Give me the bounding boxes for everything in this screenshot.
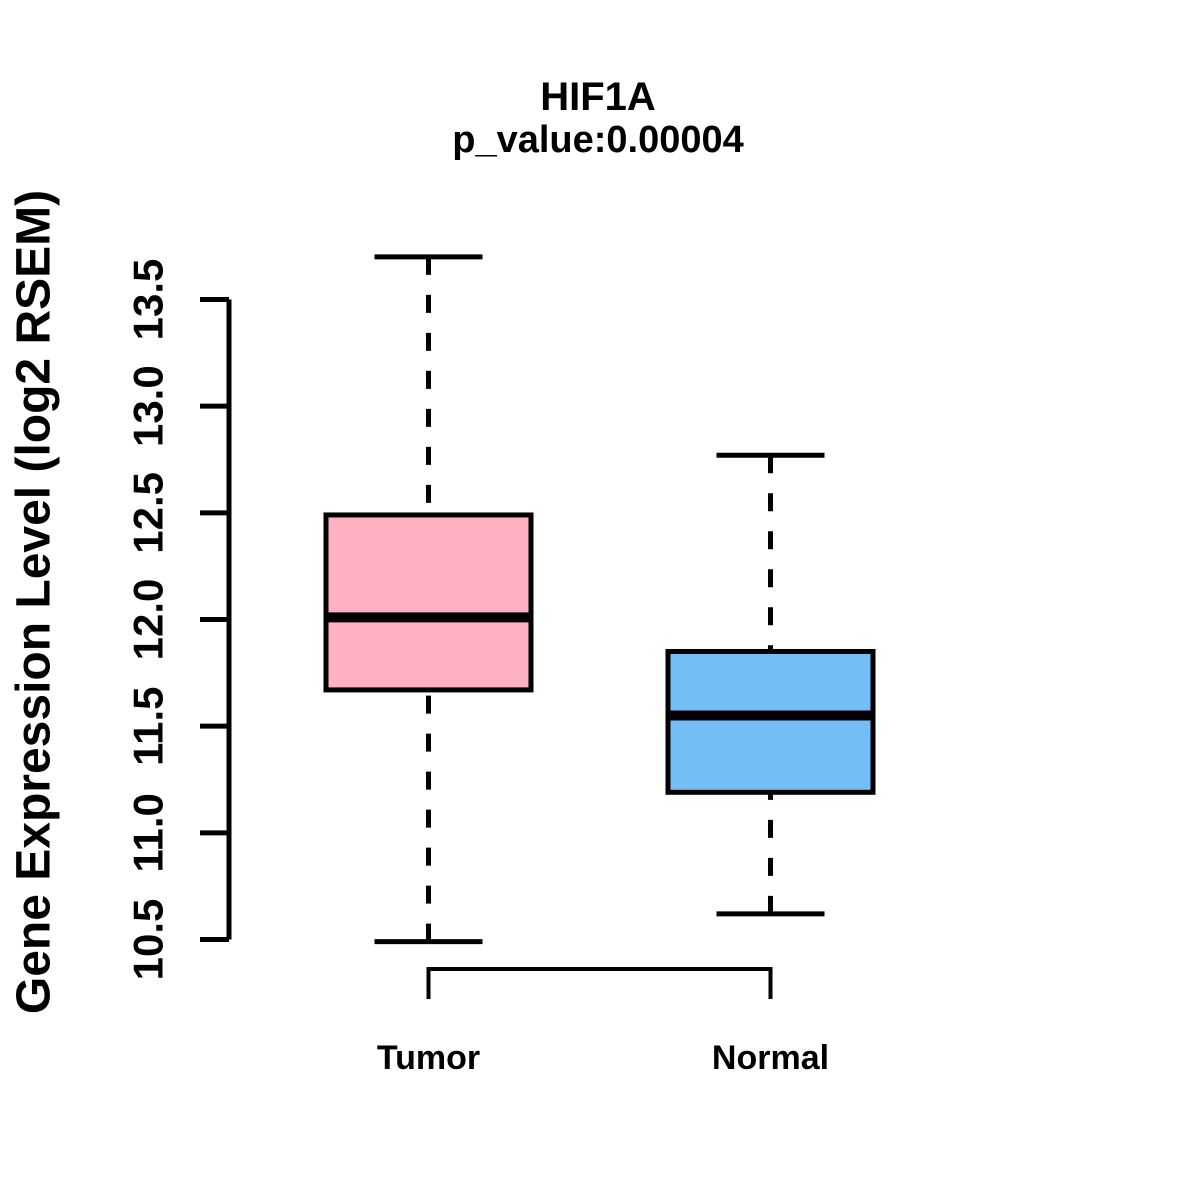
chart-subtitle: p_value:0.00004 <box>452 119 744 161</box>
y-axis-tick-label: 13.0 <box>125 365 172 447</box>
x-axis-bracket <box>426 967 773 999</box>
chart-title: HIF1A <box>540 75 656 119</box>
tumor-boxplot <box>323 254 534 945</box>
x-axis-label-tumor: Tumor <box>377 1039 480 1077</box>
y-axis-tick-label: 12.0 <box>125 579 172 661</box>
x-axis-bracket-group: Tumor Normal <box>377 967 829 1077</box>
y-axis-title: Gene Expression Level (log2 RSEM) <box>8 190 61 1014</box>
y-axis-tick-label: 12.5 <box>125 472 172 554</box>
boxplot-series <box>323 254 876 945</box>
x-axis-label-normal: Normal <box>712 1039 829 1077</box>
y-axis-tick-label: 13.5 <box>125 259 172 341</box>
y-axis-tick-label: 11.5 <box>125 686 172 765</box>
iqr-box <box>665 649 876 795</box>
normal-boxplot <box>665 452 876 917</box>
y-axis: 10.5 11.0 11.5 12.0 12.5 13.0 13.5 <box>125 259 232 981</box>
y-axis-tick-label: 10.5 <box>125 899 172 981</box>
iqr-box <box>323 512 534 693</box>
y-axis-tick-label: 11.0 <box>125 793 172 872</box>
